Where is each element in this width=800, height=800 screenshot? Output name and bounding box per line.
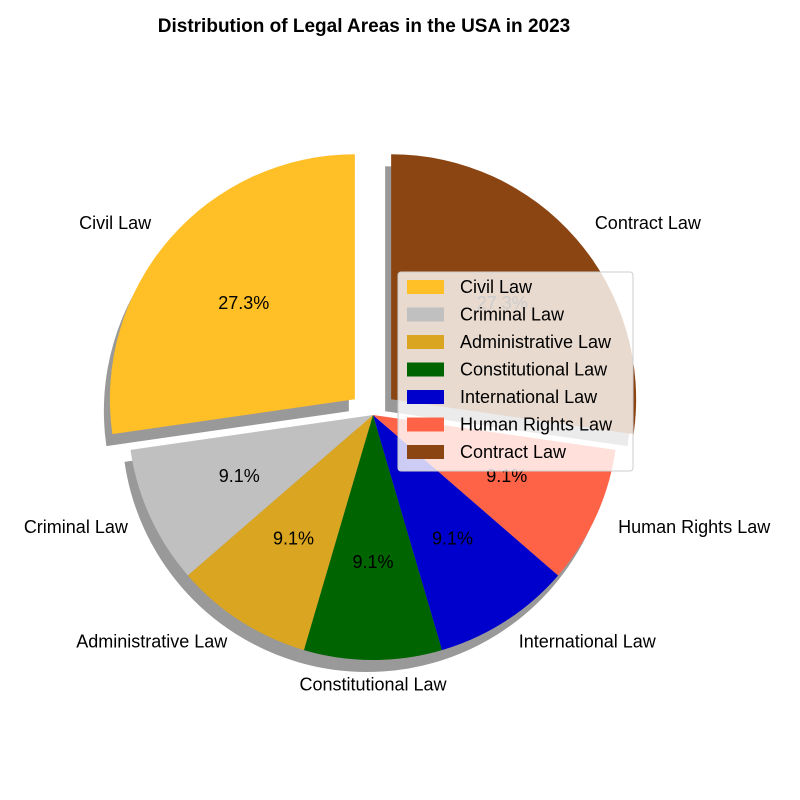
legend-swatch-contract-law xyxy=(407,445,444,459)
label-civil-law: Civil Law xyxy=(79,213,152,233)
slice-criminal-law xyxy=(130,415,373,576)
legend-entry-international-law: International Law xyxy=(460,387,598,407)
percent-international-law: 9.1% xyxy=(432,529,473,549)
slice-constitutional-law xyxy=(303,415,443,660)
label-contract-law: Contract Law xyxy=(595,213,702,233)
legend-entry-contract-law: Contract Law xyxy=(460,442,567,462)
label-human-rights-law: Human Rights Law xyxy=(618,517,771,537)
legend-entry-administrative-law: Administrative Law xyxy=(460,332,612,352)
label-international-law: International Law xyxy=(519,632,657,652)
slice-international-law xyxy=(373,415,559,651)
legend-swatch-administrative-law xyxy=(407,335,444,349)
slice-administrative-law xyxy=(187,415,373,651)
legend-entry-civil-law: Civil Law xyxy=(460,277,533,297)
percent-constitutional-law: 9.1% xyxy=(352,552,393,572)
legend-swatch-constitutional-law xyxy=(407,362,444,377)
percent-civil-law: 27.3% xyxy=(218,293,269,313)
percent-administrative-law: 9.1% xyxy=(273,529,314,549)
slice-civil-law xyxy=(109,154,355,435)
chart-title: Distribution of Legal Areas in the USA i… xyxy=(157,16,571,37)
legend-swatch-international-law xyxy=(407,390,444,404)
label-criminal-law: Criminal Law xyxy=(24,517,129,537)
legend: Civil Law Criminal Law Administrative Law C… xyxy=(397,271,634,472)
legend-swatch-human-rights-law xyxy=(407,417,444,432)
percent-criminal-law: 9.1% xyxy=(219,466,260,486)
legend-swatch-criminal-law xyxy=(407,307,444,322)
label-constitutional-law: Constitutional Law xyxy=(299,675,447,695)
legend-entry-human-rights-law: Human Rights Law xyxy=(460,415,613,435)
legend-swatch-civil-law xyxy=(407,280,444,294)
label-administrative-law: Administrative Law xyxy=(76,632,228,652)
legend-entry-constitutional-law: Constitutional Law xyxy=(460,360,608,380)
slice-labels: Civil Law Criminal Law Administrative Law C… xyxy=(24,213,771,695)
legend-box xyxy=(397,271,634,472)
legend-entry-criminal-law: Criminal Law xyxy=(460,305,565,325)
